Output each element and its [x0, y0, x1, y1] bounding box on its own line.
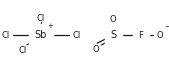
- Text: +: +: [47, 23, 53, 29]
- Text: Cl: Cl: [37, 14, 45, 23]
- Text: O: O: [157, 31, 163, 39]
- Text: −: −: [165, 24, 169, 30]
- Text: Sb: Sb: [35, 30, 47, 40]
- Text: Cl: Cl: [72, 31, 80, 39]
- Text: S: S: [110, 30, 116, 40]
- Text: O: O: [110, 15, 116, 24]
- Text: Cl: Cl: [18, 46, 27, 55]
- Text: O: O: [92, 45, 99, 53]
- Text: Cl: Cl: [1, 31, 9, 39]
- Text: F: F: [138, 31, 143, 39]
